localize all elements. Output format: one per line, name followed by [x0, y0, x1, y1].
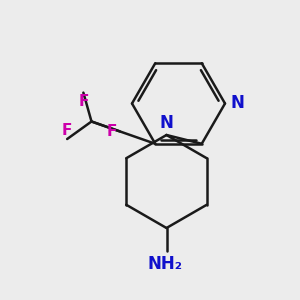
Text: N: N — [230, 94, 244, 112]
Text: F: F — [62, 122, 72, 137]
Text: F: F — [106, 124, 117, 139]
Text: N: N — [160, 114, 173, 132]
Text: F: F — [78, 94, 88, 109]
Text: NH₂: NH₂ — [148, 255, 182, 273]
